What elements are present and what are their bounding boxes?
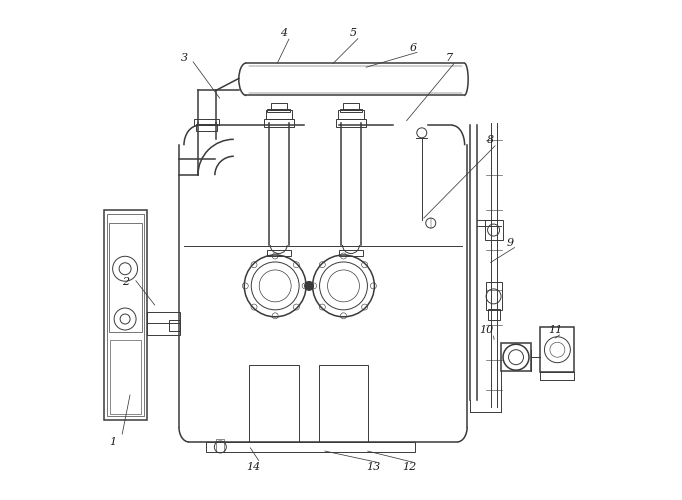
Bar	[110, 340, 140, 413]
Bar	[318, 364, 368, 442]
Bar	[267, 250, 291, 256]
Text: 7: 7	[446, 53, 454, 63]
Bar	[339, 250, 363, 256]
Text: 3: 3	[180, 53, 188, 63]
Text: 11: 11	[548, 325, 563, 335]
Text: 12: 12	[402, 462, 417, 472]
Bar	[267, 109, 290, 112]
Bar	[488, 309, 500, 320]
Text: 13: 13	[366, 462, 381, 472]
Bar	[104, 210, 147, 420]
Bar	[249, 364, 299, 442]
Bar	[107, 214, 143, 416]
Text: 8: 8	[487, 136, 494, 145]
Text: 1: 1	[110, 437, 117, 447]
Text: 2: 2	[122, 278, 129, 287]
Bar	[266, 110, 292, 119]
Bar	[340, 109, 362, 112]
Text: 9: 9	[507, 238, 514, 248]
Circle shape	[305, 282, 314, 290]
Text: 4: 4	[280, 28, 287, 38]
Bar	[196, 124, 218, 132]
Bar	[264, 119, 294, 127]
Bar	[207, 442, 415, 452]
Bar	[147, 312, 181, 335]
Bar	[194, 120, 220, 126]
Bar	[486, 282, 502, 310]
Bar	[485, 220, 503, 240]
Text: 6: 6	[410, 43, 417, 53]
Bar	[343, 103, 359, 110]
Bar	[169, 320, 180, 331]
Text: 5: 5	[350, 28, 357, 38]
Text: 14: 14	[247, 462, 261, 472]
Bar	[271, 103, 286, 110]
Bar	[216, 440, 224, 452]
Bar	[109, 222, 142, 332]
Bar	[501, 343, 531, 370]
Bar	[338, 110, 364, 119]
Bar	[336, 119, 366, 127]
Bar	[540, 328, 574, 372]
Circle shape	[417, 128, 427, 138]
Text: 10: 10	[479, 325, 494, 335]
